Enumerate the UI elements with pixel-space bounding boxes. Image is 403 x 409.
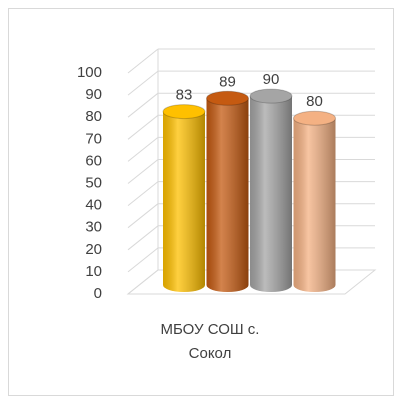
bar — [249, 88, 293, 292]
data-label: 83 — [176, 87, 193, 104]
y-tick-label: 0 — [94, 285, 102, 302]
bar — [293, 110, 336, 292]
y-tick-label: 70 — [85, 130, 102, 147]
category-label: МБОУ СОШ с. Сокол — [160, 321, 260, 362]
data-label: 90 — [263, 71, 280, 88]
y-tick-label: 50 — [85, 174, 102, 191]
grid-line-side — [127, 92, 159, 118]
grid-line-side — [127, 225, 159, 251]
y-tick-label: 80 — [85, 108, 102, 125]
grid-line-side — [127, 137, 159, 162]
grid-line-side — [127, 159, 159, 184]
y-tick-label: 100 — [77, 64, 102, 81]
y-tick-label: 90 — [85, 86, 102, 103]
grid-line-side — [127, 203, 159, 229]
grid-line-side — [127, 269, 159, 295]
bar — [206, 90, 249, 292]
grid-line-side — [127, 70, 159, 96]
y-tick-label: 30 — [85, 219, 102, 236]
data-label: 80 — [306, 93, 323, 110]
grid-line-side — [127, 114, 159, 140]
y-tick-label: 20 — [85, 241, 102, 258]
y-tick-label: 60 — [85, 152, 102, 169]
bar — [162, 104, 206, 292]
grid-line-side — [127, 247, 159, 273]
data-label: 89 — [219, 73, 236, 90]
y-tick-label: 10 — [85, 263, 102, 280]
grid-line-side — [127, 181, 159, 206]
y-tick-label: 40 — [85, 197, 102, 214]
grid-line-side — [127, 48, 159, 74]
